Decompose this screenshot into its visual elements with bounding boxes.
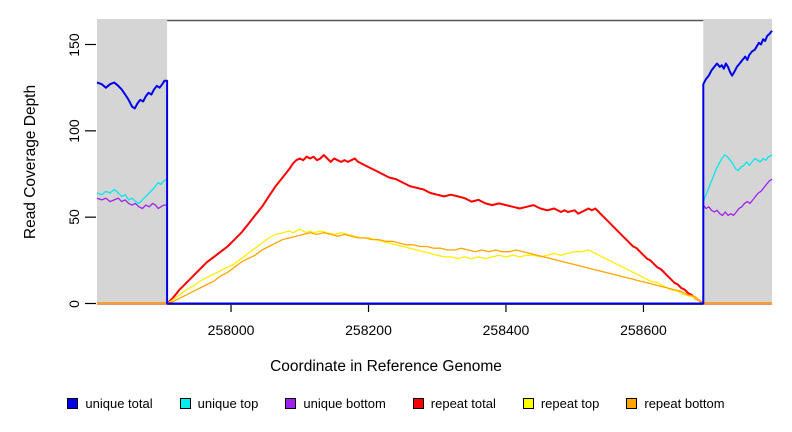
legend-swatch-icon — [522, 398, 534, 409]
x-axis-title: Coordinate in Reference Genome — [270, 358, 502, 375]
x-tick-label: 258200 — [345, 322, 392, 338]
shaded-region — [703, 19, 772, 305]
x-tick-label: 258400 — [482, 322, 530, 338]
legend-item: unique total — [67, 396, 153, 411]
series-unique-top — [96, 154, 773, 305]
legend-label: unique top — [197, 396, 259, 411]
legend-swatch-icon — [412, 398, 424, 409]
y-tick-label: 150 — [66, 32, 82, 57]
legend-item: unique top — [179, 396, 259, 411]
legend: unique total unique top unique bottom repea… — [0, 396, 792, 411]
legend-label: repeat top — [540, 396, 600, 411]
legend-label: unique bottom — [303, 396, 386, 411]
y-axis-title: Read Coverage Depth — [22, 84, 39, 240]
y-tick-label: 50 — [66, 209, 82, 225]
series-repeat-bottom — [97, 232, 772, 305]
y-tick-label: 0 — [66, 299, 82, 308]
legend-label: repeat bottom — [644, 396, 725, 411]
legend-swatch-icon — [626, 398, 638, 409]
legend-swatch-icon — [67, 398, 79, 409]
series-repeat-top — [97, 228, 772, 305]
legend-label: repeat total — [430, 396, 496, 411]
legend-item: repeat bottom — [626, 396, 725, 411]
series-unique-total — [96, 30, 773, 305]
series-unique-bottom — [96, 178, 773, 305]
series-repeat-total — [97, 154, 772, 305]
legend-swatch-icon — [179, 398, 191, 409]
x-tick-label: 258000 — [207, 322, 255, 338]
legend-label: unique total — [85, 396, 153, 411]
legend-item: unique bottom — [285, 396, 386, 411]
x-tick-label: 258600 — [620, 322, 667, 338]
shaded-region — [97, 19, 168, 305]
legend-item: repeat total — [412, 396, 496, 411]
legend-swatch-icon — [285, 398, 297, 409]
legend-item: repeat top — [522, 396, 600, 411]
y-tick-label: 100 — [66, 119, 82, 143]
